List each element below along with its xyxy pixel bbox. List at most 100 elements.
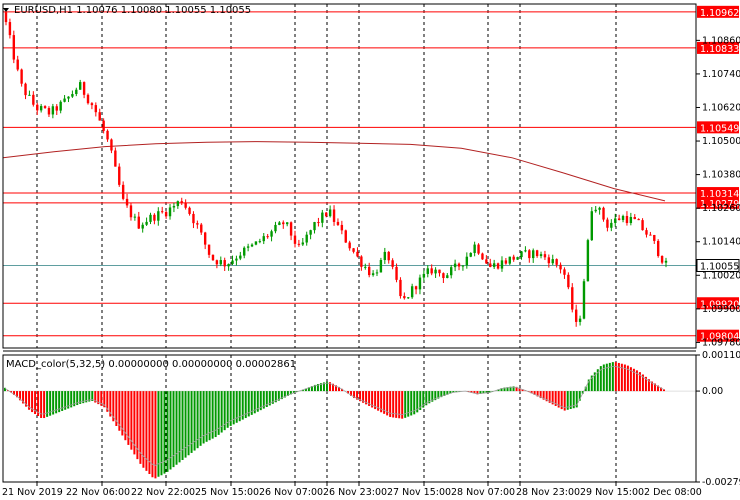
candle-body	[63, 98, 66, 102]
candle-body	[629, 216, 633, 224]
level-tag	[697, 187, 739, 200]
candle-body	[172, 206, 176, 208]
candle-body	[621, 215, 625, 220]
candle-body	[133, 216, 137, 218]
candle-body	[571, 287, 574, 310]
candle-body	[387, 251, 390, 261]
candle-body	[453, 263, 457, 268]
time-tick-label: 28 Nov 07:00	[451, 487, 515, 498]
candle-body	[137, 216, 140, 229]
candle-body	[180, 201, 183, 203]
candle-body	[36, 104, 39, 111]
candle-body	[164, 212, 168, 217]
candle-body	[586, 240, 590, 282]
candle-body	[364, 266, 367, 268]
candle-body	[196, 223, 199, 225]
time-tick-label: 21 Nov 2019	[2, 487, 63, 498]
candle-body	[110, 139, 113, 151]
candle-body	[266, 236, 269, 238]
macd-panel-border	[2, 354, 697, 483]
candle-body	[246, 246, 250, 248]
candle-body	[215, 260, 219, 265]
candle-body	[485, 259, 488, 264]
candle-body	[203, 232, 207, 245]
candle-body	[352, 248, 355, 252]
level-label: 1.10833	[700, 44, 739, 55]
candle-body	[504, 260, 508, 264]
candle-body	[79, 82, 82, 90]
candle-body	[610, 222, 613, 228]
candle-body	[403, 296, 406, 299]
candle-body	[157, 211, 160, 221]
candle-body	[426, 268, 429, 274]
candle-body	[551, 259, 554, 264]
candle-body	[289, 222, 293, 236]
time-tick-label: 22 Nov 06:00	[66, 487, 130, 498]
candle-body	[360, 256, 363, 267]
candle-body	[250, 244, 254, 247]
candle-body	[227, 263, 230, 267]
candle-body	[59, 101, 62, 111]
candle-body	[414, 286, 418, 290]
dropdown-triangle-icon[interactable]	[3, 8, 9, 12]
horizontal-levels[interactable]: 1.100551.109621.108331.105491.103141.102…	[3, 5, 740, 343]
candle-body	[47, 108, 51, 115]
time-tick-label: 26 Nov 23:00	[323, 487, 387, 498]
price-tick-label: 1.10140	[702, 237, 740, 248]
candle-body	[653, 235, 656, 241]
candle-body	[528, 250, 531, 259]
candle-body	[313, 222, 316, 231]
candle-body	[153, 214, 156, 221]
candle-body	[539, 254, 543, 257]
candle-body	[383, 251, 387, 261]
macd-tick-label: 0.00	[702, 386, 723, 397]
candle-body	[434, 269, 437, 274]
candle-body	[270, 231, 273, 237]
candle-body	[379, 260, 383, 273]
candle-body	[481, 253, 484, 260]
candle-body	[51, 106, 55, 115]
candle-body	[317, 222, 320, 224]
candle-body	[516, 257, 519, 260]
candle-body	[4, 12, 8, 23]
candle-body	[660, 255, 664, 263]
candle-body	[625, 215, 629, 224]
candle-body	[500, 260, 504, 269]
candle-body	[442, 273, 445, 279]
candle-body	[340, 224, 344, 231]
candle-body	[149, 214, 152, 222]
candle-body	[121, 184, 125, 199]
macd-signal-line	[4, 366, 665, 466]
axis-labels: 1.10860 1.10740 1.10620 1.10500 1.10380 1.102…	[2, 35, 740, 498]
candle-body	[602, 207, 605, 220]
candle-body	[356, 251, 359, 257]
current-price-label: 1.10055	[700, 261, 739, 272]
level-tag	[697, 41, 739, 54]
candle-body	[395, 266, 398, 280]
candle-body	[489, 263, 492, 267]
candle-body	[524, 250, 527, 252]
level-tag	[697, 329, 739, 342]
level-tag	[697, 121, 739, 134]
candle-body	[102, 120, 105, 131]
level-tag	[697, 196, 739, 209]
candle-body	[67, 96, 70, 99]
candle-body	[617, 218, 621, 220]
candle-body	[399, 279, 402, 297]
candle-body	[262, 236, 265, 242]
candle-body	[28, 94, 31, 96]
level-tag	[697, 297, 739, 310]
candle-body	[656, 240, 660, 256]
candle-body	[254, 241, 258, 245]
candle-body	[114, 150, 117, 167]
price-tick-label: 1.10740	[702, 69, 740, 80]
candle-body	[430, 268, 433, 274]
candle-body	[258, 241, 262, 243]
candle-body	[391, 260, 394, 267]
candle-body	[492, 263, 496, 267]
candle-body	[461, 265, 465, 267]
level-label: 1.10549	[700, 123, 739, 134]
price-panel-border	[2, 3, 697, 349]
price-tick-label: 1.10380	[702, 170, 740, 181]
